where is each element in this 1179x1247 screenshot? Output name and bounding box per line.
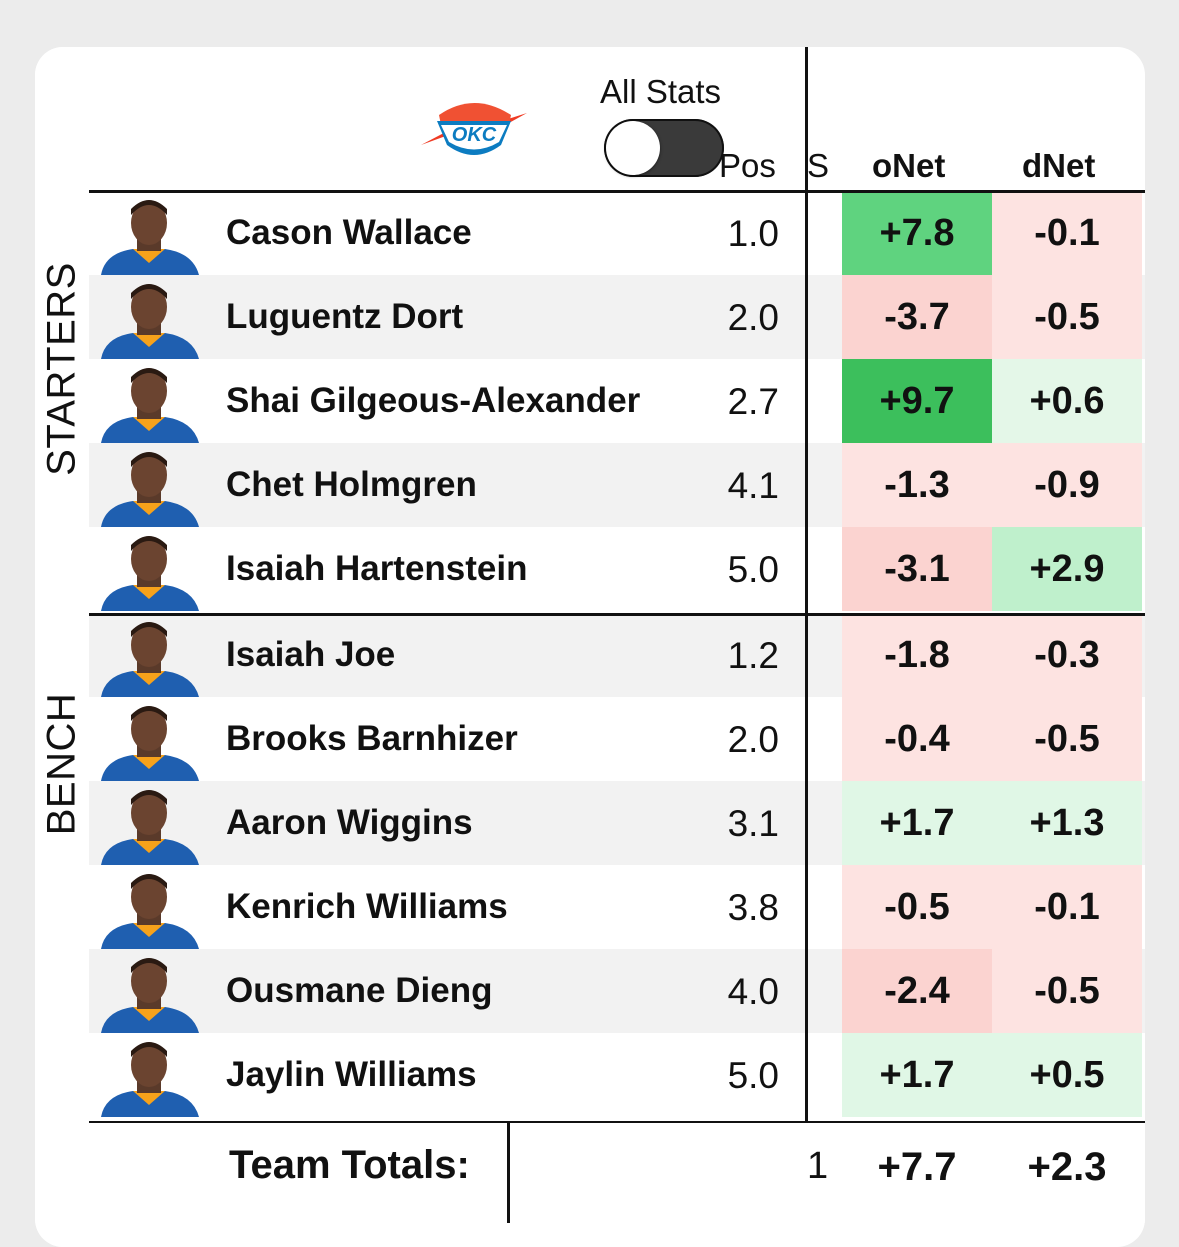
- player-name[interactable]: Ousmane Dieng: [226, 971, 493, 1010]
- player-onet: -1.3: [842, 443, 992, 527]
- player-pos: 2.0: [727, 297, 779, 338]
- player-pos: 5.0: [727, 1055, 779, 1096]
- totals-divider: [89, 1121, 1145, 1124]
- totals-hidden-value: 1: [807, 1145, 829, 1187]
- player-dnet: -0.5: [992, 697, 1142, 781]
- table-row[interactable]: Jaylin Williams 5.0 +1.7 +0.5: [89, 1033, 1145, 1117]
- player-name[interactable]: Shai Gilgeous-Alexander: [226, 381, 641, 420]
- table-row[interactable]: Shai Gilgeous-Alexander 2.7 +9.7 +0.6: [89, 359, 1145, 443]
- player-onet: -3.7: [842, 275, 992, 359]
- player-onet: +1.7: [842, 781, 992, 865]
- all-stats-toggle[interactable]: [604, 119, 724, 177]
- player-onet: -1.8: [842, 613, 992, 697]
- table-header: OKC All Stats Pos S oNet dNet: [89, 47, 1145, 193]
- totals-dnet: +2.3: [1027, 1145, 1107, 1189]
- col-header-hidden[interactable]: S: [807, 147, 830, 184]
- player-pos: 5.0: [727, 549, 779, 590]
- player-headshot-icon: [101, 536, 199, 611]
- totals-onet: +7.7: [877, 1145, 957, 1189]
- player-dnet: -0.9: [992, 443, 1142, 527]
- player-dnet: +0.5: [992, 1033, 1142, 1117]
- header-divider: [89, 190, 1145, 193]
- player-pos: 2.0: [727, 719, 779, 760]
- totals-divider-vertical: [507, 1123, 510, 1223]
- lineup-card: STARTERS BENCH OKC All Stats Pos S oNet …: [35, 47, 1145, 1247]
- col-header-dnet[interactable]: dNet: [1022, 147, 1096, 184]
- player-headshot-icon: [101, 874, 199, 949]
- section-divider: [89, 613, 1145, 616]
- table-row[interactable]: Luguentz Dort 2.0 -3.7 -0.5: [89, 275, 1145, 359]
- player-headshot-icon: [101, 622, 199, 697]
- player-onet: -0.5: [842, 865, 992, 949]
- player-dnet: -0.5: [992, 275, 1142, 359]
- starters-label: STARTERS: [39, 262, 84, 476]
- player-onet: -2.4: [842, 949, 992, 1033]
- table-row[interactable]: Cason Wallace 1.0 +7.8 -0.1: [89, 191, 1145, 275]
- table-row[interactable]: Chet Holmgren 4.1 -1.3 -0.9: [89, 443, 1145, 527]
- player-name[interactable]: Aaron Wiggins: [226, 803, 473, 842]
- table-row[interactable]: Aaron Wiggins 3.1 +1.7 +1.3: [89, 781, 1145, 865]
- player-name[interactable]: Chet Holmgren: [226, 465, 477, 504]
- player-pos: 4.0: [727, 971, 779, 1012]
- player-pos: 3.8: [727, 887, 779, 928]
- player-headshot-icon: [101, 790, 199, 865]
- frozen-column-divider: [805, 47, 808, 1123]
- player-name[interactable]: Isaiah Hartenstein: [226, 549, 528, 588]
- player-headshot-icon: [101, 284, 199, 359]
- col-header-pos[interactable]: Pos: [719, 147, 776, 184]
- player-dnet: -0.5: [992, 949, 1142, 1033]
- player-dnet: -0.1: [992, 865, 1142, 949]
- player-pos: 1.0: [727, 213, 779, 254]
- player-name[interactable]: Brooks Barnhizer: [226, 719, 518, 758]
- col-header-onet[interactable]: oNet: [872, 147, 946, 184]
- section-label-strip: STARTERS BENCH: [35, 47, 89, 1247]
- player-headshot-icon: [101, 706, 199, 781]
- player-pos: 2.7: [727, 381, 779, 422]
- bench-label: BENCH: [39, 692, 84, 836]
- table-row[interactable]: Isaiah Hartenstein 5.0 -3.1 +2.9: [89, 527, 1145, 611]
- player-name[interactable]: Isaiah Joe: [226, 635, 396, 674]
- player-dnet: +2.9: [992, 527, 1142, 611]
- player-dnet: +1.3: [992, 781, 1142, 865]
- team-totals-row: Team Totals: 1 +7.7 +2.3: [89, 1123, 1145, 1223]
- all-stats-label: All Stats: [600, 73, 722, 110]
- totals-label: Team Totals:: [229, 1143, 470, 1187]
- player-headshot-icon: [101, 452, 199, 527]
- player-name[interactable]: Jaylin Williams: [226, 1055, 477, 1094]
- player-pos: 3.1: [727, 803, 779, 844]
- player-headshot-icon: [101, 368, 199, 443]
- player-name[interactable]: Luguentz Dort: [226, 297, 464, 336]
- player-dnet: -0.1: [992, 191, 1142, 275]
- player-onet: +7.8: [842, 191, 992, 275]
- player-onet: -0.4: [842, 697, 992, 781]
- player-pos: 4.1: [727, 465, 779, 506]
- table-row[interactable]: Ousmane Dieng 4.0 -2.4 -0.5: [89, 949, 1145, 1033]
- toggle-knob: [606, 121, 660, 175]
- table-row[interactable]: Isaiah Joe 1.2 -1.8 -0.3: [89, 613, 1145, 697]
- player-dnet: +0.6: [992, 359, 1142, 443]
- player-onet: +1.7: [842, 1033, 992, 1117]
- table-row[interactable]: Kenrich Williams 3.8 -0.5 -0.1: [89, 865, 1145, 949]
- table-row[interactable]: Brooks Barnhizer 2.0 -0.4 -0.5: [89, 697, 1145, 781]
- player-name[interactable]: Cason Wallace: [226, 213, 472, 252]
- player-onet: +9.7: [842, 359, 992, 443]
- player-pos: 1.2: [727, 635, 779, 676]
- player-name[interactable]: Kenrich Williams: [226, 887, 508, 926]
- logo-text: OKC: [452, 124, 497, 146]
- player-onet: -3.1: [842, 527, 992, 611]
- player-dnet: -0.3: [992, 613, 1142, 697]
- player-headshot-icon: [101, 200, 199, 275]
- okc-logo-icon: OKC: [421, 103, 527, 155]
- player-headshot-icon: [101, 1042, 199, 1117]
- player-headshot-icon: [101, 958, 199, 1033]
